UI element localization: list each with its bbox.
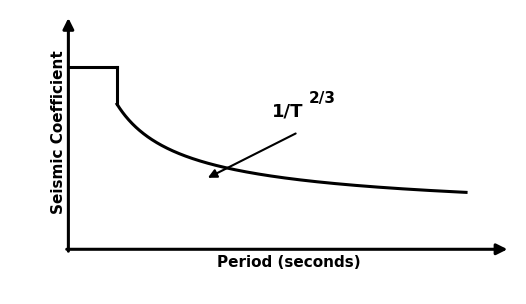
Y-axis label: Seismic Coefficient: Seismic Coefficient: [50, 50, 66, 214]
Text: 1/T: 1/T: [271, 102, 303, 121]
Text: 2/3: 2/3: [309, 92, 336, 106]
X-axis label: Period (seconds): Period (seconds): [217, 255, 361, 270]
